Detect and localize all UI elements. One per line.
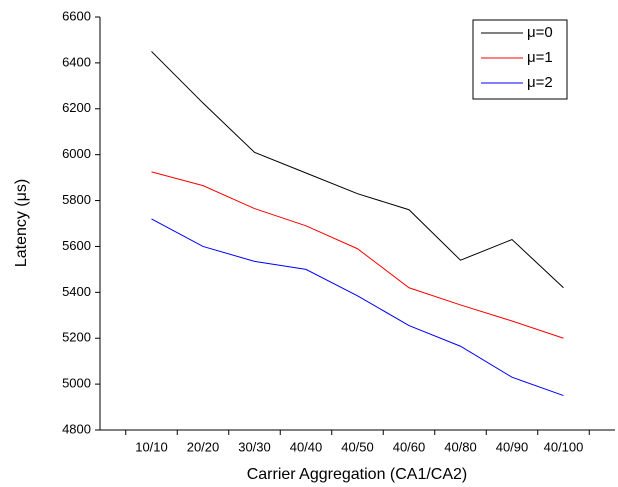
legend-label: μ=0: [527, 24, 553, 41]
y-tick-label: 5000: [62, 376, 91, 391]
series-line: [151, 51, 564, 289]
y-tick-label: 6600: [62, 8, 91, 23]
x-tick-label: 30/30: [238, 439, 271, 454]
x-tick-label: 40/50: [341, 439, 374, 454]
y-tick-label: 5400: [62, 284, 91, 299]
x-tick-label: 40/60: [393, 439, 426, 454]
x-tick-label: 40/40: [290, 439, 323, 454]
legend-box: [472, 19, 568, 100]
y-tick-label: 5200: [62, 330, 91, 345]
y-tick-label: 6200: [62, 100, 91, 115]
legend-label: μ=2: [527, 74, 553, 91]
y-tick-label: 5800: [62, 192, 91, 207]
x-tick-label: 40/100: [544, 439, 584, 454]
series-line: [151, 171, 564, 339]
y-tick-label: 6400: [62, 54, 91, 69]
legend-label: μ=1: [527, 49, 553, 66]
x-axis-title: Carrier Aggregation (CA1/CA2): [247, 466, 468, 483]
x-tick-label: 20/20: [187, 439, 220, 454]
x-tick-label: 10/10: [135, 439, 168, 454]
y-axis-title: Latency (μs): [13, 179, 30, 267]
y-tick-label: 4800: [62, 421, 91, 436]
y-tick-label: 6000: [62, 146, 91, 161]
x-tick-label: 40/80: [444, 439, 477, 454]
series-line: [151, 218, 564, 397]
y-tick-label: 5600: [62, 238, 91, 253]
x-tick-label: 40/90: [496, 439, 529, 454]
